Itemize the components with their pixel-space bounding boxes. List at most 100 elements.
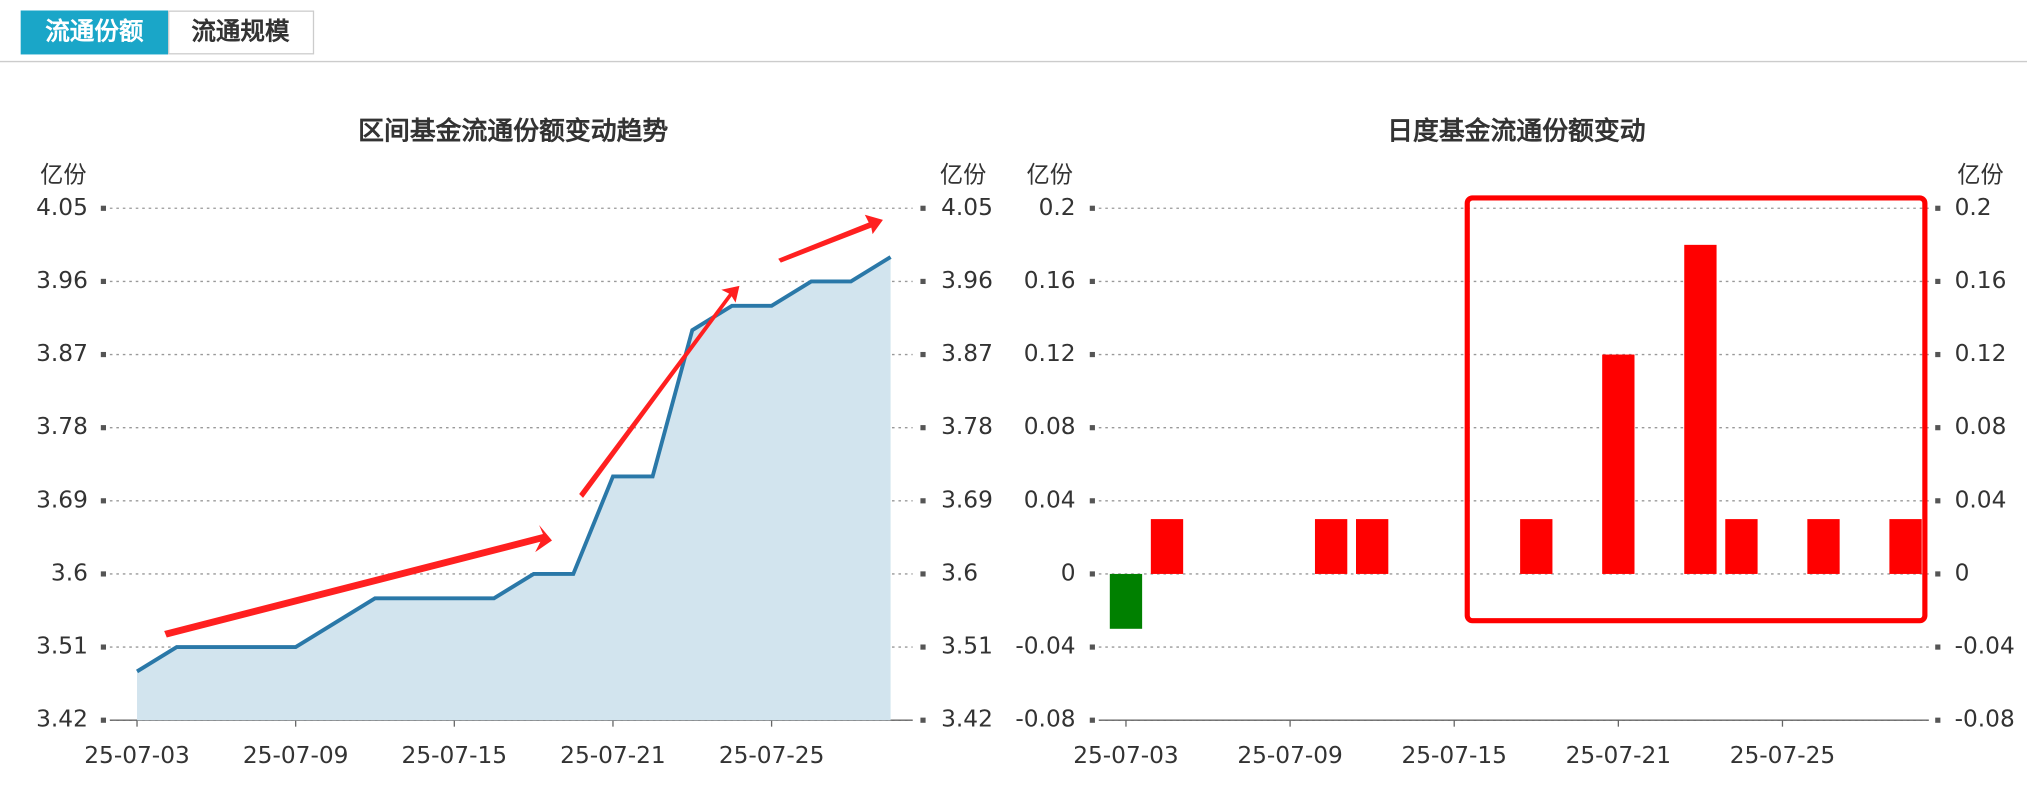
- bar: [1109, 573, 1143, 629]
- x-tick-label: 25-07-15: [402, 742, 508, 769]
- y-tick-label: 0.12: [1024, 340, 1076, 367]
- bar: [1314, 519, 1348, 574]
- x-tick-label: 25-07-03: [1073, 742, 1179, 769]
- y-tick-label: -0.08: [1955, 706, 2015, 733]
- y-unit: 亿份: [1957, 161, 2004, 188]
- y-tick-label: 0.12: [1955, 340, 2007, 367]
- x-tick-label: 25-07-25: [1730, 742, 1836, 769]
- tick-mark: [100, 351, 107, 358]
- tick-mark: [1935, 644, 1941, 650]
- tick-mark: [1935, 717, 1941, 723]
- bar: [1602, 354, 1635, 574]
- y-tick-label: 0.04: [1955, 486, 2007, 513]
- tab-label[interactable]: 流通规模: [191, 16, 290, 45]
- tick-mark: [920, 644, 926, 650]
- y-tick-label: 3.87: [36, 340, 88, 367]
- bar: [1150, 519, 1184, 574]
- y-tick-label: 3.96: [941, 267, 993, 294]
- annotations: [164, 195, 1928, 638]
- tick-mark: [1089, 351, 1095, 358]
- tick-mark: [920, 425, 926, 431]
- y-tick-label: -0.04: [1015, 633, 1075, 660]
- tick-mark: [100, 498, 107, 504]
- tick-mark: [1089, 571, 1095, 577]
- y-unit: 亿份: [940, 161, 987, 188]
- tab[interactable]: [168, 10, 315, 55]
- tick-mark: [1089, 278, 1095, 285]
- y-tick-label: 4.05: [941, 194, 993, 221]
- y-tick-label: 0.08: [1024, 413, 1076, 440]
- tick-mark: [920, 498, 926, 504]
- y-tick-label: 3.78: [36, 413, 88, 440]
- chart-title: 日度基金流通份额变动: [1387, 116, 1645, 147]
- y-tick-label: 0.04: [1024, 486, 1076, 513]
- tick-mark: [100, 571, 107, 577]
- highlight-box: [1464, 195, 1928, 624]
- y-tick-label: 0: [1955, 559, 1970, 586]
- chart-title: 区间基金流通份额变动趋势: [358, 116, 668, 147]
- y-tick-label: 3.6: [51, 559, 88, 586]
- bar: [1684, 244, 1717, 574]
- tick-mark: [100, 425, 107, 431]
- tick-mark: [100, 644, 107, 650]
- y-tick-label: 3.42: [941, 706, 993, 733]
- y-tick-label: 3.69: [36, 486, 88, 513]
- y-tick-label: 0.16: [1024, 267, 1076, 294]
- tick-mark: [1935, 498, 1941, 504]
- y-tick-label: 0.08: [1955, 413, 2007, 440]
- y-tick-label: 3.42: [36, 706, 88, 733]
- tick-mark: [920, 351, 926, 358]
- x-tick-label: 25-07-03: [84, 742, 190, 769]
- line: [136, 255, 892, 674]
- y-tick-label: 3.51: [36, 633, 88, 660]
- y-unit: 亿份: [1026, 161, 1073, 188]
- tick-mark: [1089, 717, 1095, 723]
- y-tick-label: 3.87: [941, 340, 993, 367]
- bar: [1807, 519, 1840, 574]
- arrow: [579, 285, 740, 498]
- y-unit: 亿份: [40, 161, 87, 188]
- x-tick-label: 25-07-09: [1237, 742, 1343, 769]
- y-tick-label: 3.69: [941, 486, 993, 513]
- y-tick-label: 0.2: [1039, 194, 1076, 221]
- tick-mark: [100, 205, 107, 211]
- y-tick-label: 4.05: [36, 194, 88, 221]
- tick-mark: [1089, 498, 1095, 504]
- x-tick-label: 25-07-21: [1566, 742, 1672, 769]
- tick-mark: [1935, 278, 1941, 285]
- area: [137, 257, 891, 721]
- tick-mark: [1935, 571, 1941, 577]
- bar: [1889, 519, 1922, 574]
- tick-mark: [100, 278, 107, 285]
- y-tick-label: 0.2: [1955, 194, 1992, 221]
- arrow: [164, 525, 552, 638]
- x-tick-label: 25-07-15: [1401, 742, 1507, 769]
- tick-mark: [1089, 205, 1095, 211]
- tab-label[interactable]: 流通份额: [45, 16, 144, 45]
- x-tick-label: 25-07-21: [560, 742, 666, 769]
- tick-mark: [100, 717, 107, 723]
- x-tick-label: 25-07-09: [243, 742, 349, 769]
- tick-mark: [1089, 425, 1095, 431]
- tick-mark: [920, 717, 926, 723]
- arrow: [778, 214, 883, 263]
- tick-mark: [920, 205, 926, 211]
- y-tick-label: 3.51: [941, 633, 993, 660]
- bar: [1725, 519, 1758, 574]
- tick-mark: [920, 571, 926, 577]
- y-tick-label: -0.08: [1015, 706, 1075, 733]
- tick-mark: [1935, 351, 1941, 358]
- y-tick-label: 3.6: [941, 559, 978, 586]
- tick-mark: [1089, 644, 1095, 650]
- y-tick-label: 0: [1061, 559, 1076, 586]
- bar: [1355, 519, 1389, 574]
- tick-mark: [1935, 205, 1941, 211]
- x-tick-label: 25-07-25: [719, 742, 825, 769]
- tab-active[interactable]: [20, 10, 169, 55]
- y-tick-label: 0.16: [1955, 267, 2007, 294]
- y-tick-label: 3.96: [36, 267, 88, 294]
- tick-mark: [1935, 425, 1941, 431]
- tick-mark: [920, 278, 926, 285]
- y-tick-label: -0.04: [1955, 633, 2015, 660]
